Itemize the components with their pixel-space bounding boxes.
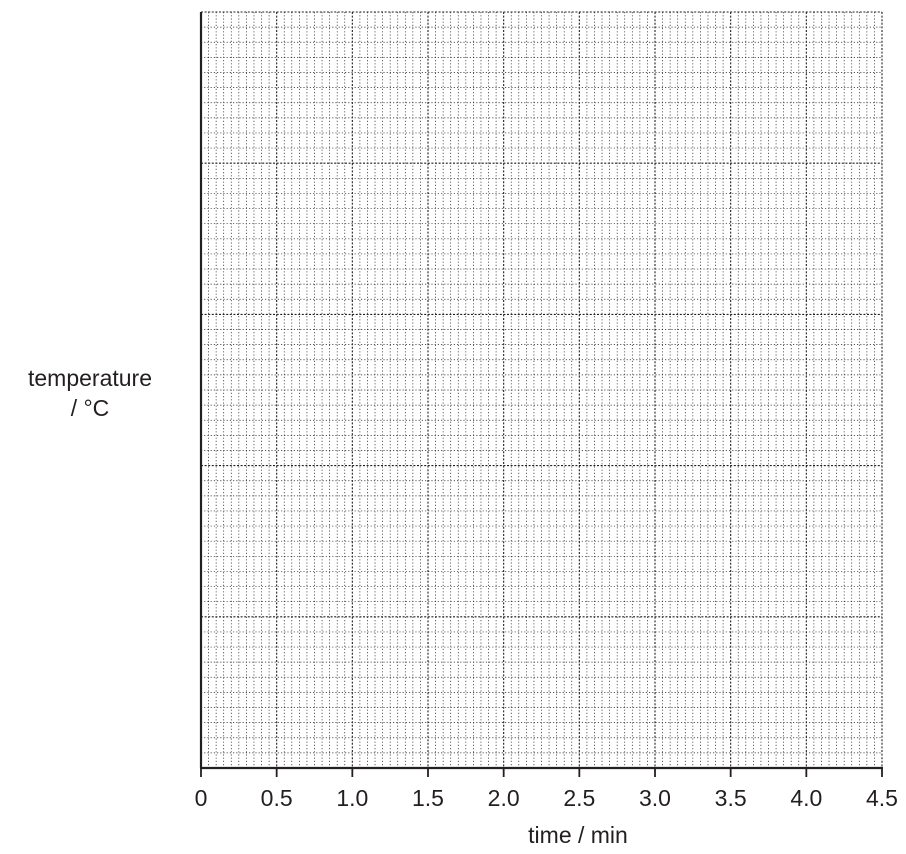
x-tick-label: 2.5	[563, 785, 595, 811]
x-tick-label: 3.0	[639, 785, 671, 811]
x-axis-label: time / min	[528, 822, 628, 848]
plot-frame	[199, 12, 883, 770]
x-tick-label: 3.5	[715, 785, 747, 811]
x-tick-label: 0	[195, 785, 208, 811]
major-grid	[201, 11, 882, 768]
x-tick-label: 1.5	[412, 785, 444, 811]
x-tick-labels: 0 0.5 1.0 1.5 2.0 2.5 3.0 3.5 4.0 4.5	[195, 785, 898, 811]
x-tick-label: 2.0	[488, 785, 520, 811]
minor-grid	[201, 12, 882, 768]
x-tick-label: 1.0	[336, 785, 368, 811]
x-tick-label: 4.0	[790, 785, 822, 811]
y-axis-label-line1: temperature	[28, 365, 152, 391]
x-tick-label: 0.5	[261, 785, 293, 811]
y-axis-label-line2: / °C	[71, 395, 110, 421]
x-tick-label: 4.5	[866, 785, 898, 811]
x-axis-ticks	[200, 768, 883, 777]
